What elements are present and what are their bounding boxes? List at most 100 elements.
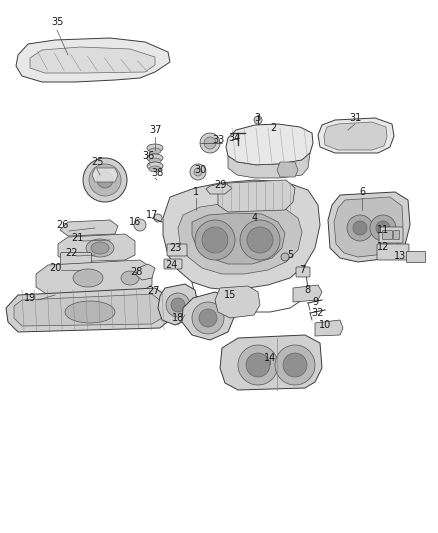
Text: 28: 28 bbox=[130, 267, 142, 277]
Ellipse shape bbox=[149, 166, 161, 172]
Text: 25: 25 bbox=[91, 157, 103, 167]
Circle shape bbox=[166, 293, 190, 317]
Polygon shape bbox=[16, 38, 170, 82]
Text: 18: 18 bbox=[172, 313, 184, 323]
Circle shape bbox=[171, 298, 185, 312]
Text: 24: 24 bbox=[165, 260, 177, 270]
Text: 3: 3 bbox=[254, 113, 260, 123]
Polygon shape bbox=[324, 122, 387, 150]
Polygon shape bbox=[318, 118, 394, 153]
Ellipse shape bbox=[147, 144, 163, 152]
Polygon shape bbox=[226, 124, 313, 165]
Polygon shape bbox=[163, 180, 320, 290]
Polygon shape bbox=[293, 285, 322, 302]
Circle shape bbox=[353, 221, 367, 235]
Circle shape bbox=[192, 302, 224, 334]
Ellipse shape bbox=[73, 269, 103, 287]
Polygon shape bbox=[277, 162, 298, 177]
Text: 15: 15 bbox=[224, 290, 236, 300]
Text: 34: 34 bbox=[228, 133, 240, 143]
Circle shape bbox=[254, 116, 262, 124]
FancyBboxPatch shape bbox=[60, 253, 92, 270]
Text: 26: 26 bbox=[56, 220, 68, 230]
Circle shape bbox=[370, 215, 396, 241]
Polygon shape bbox=[315, 320, 343, 336]
Ellipse shape bbox=[147, 162, 163, 170]
Text: 7: 7 bbox=[299, 265, 305, 275]
Polygon shape bbox=[228, 153, 310, 178]
Ellipse shape bbox=[147, 154, 163, 162]
Polygon shape bbox=[14, 294, 162, 326]
FancyBboxPatch shape bbox=[379, 227, 403, 243]
FancyBboxPatch shape bbox=[377, 244, 409, 260]
Circle shape bbox=[89, 164, 121, 196]
FancyBboxPatch shape bbox=[382, 230, 392, 239]
Text: 20: 20 bbox=[49, 263, 61, 273]
Circle shape bbox=[194, 168, 202, 176]
Circle shape bbox=[376, 221, 390, 235]
Text: 30: 30 bbox=[194, 165, 206, 175]
Text: 35: 35 bbox=[51, 17, 63, 27]
Text: 4: 4 bbox=[252, 213, 258, 223]
Polygon shape bbox=[6, 288, 172, 332]
FancyBboxPatch shape bbox=[164, 259, 182, 269]
Circle shape bbox=[83, 158, 127, 202]
Text: 31: 31 bbox=[349, 113, 361, 123]
Text: 11: 11 bbox=[377, 225, 389, 235]
Text: 33: 33 bbox=[212, 135, 224, 145]
Polygon shape bbox=[192, 213, 285, 264]
Polygon shape bbox=[215, 286, 260, 318]
Circle shape bbox=[154, 214, 162, 222]
FancyBboxPatch shape bbox=[393, 230, 399, 239]
Polygon shape bbox=[136, 264, 155, 280]
Polygon shape bbox=[206, 183, 232, 194]
Circle shape bbox=[190, 164, 206, 180]
Text: 1: 1 bbox=[193, 187, 199, 197]
Polygon shape bbox=[92, 168, 118, 182]
Circle shape bbox=[202, 227, 228, 253]
Text: 9: 9 bbox=[312, 297, 318, 307]
Text: 13: 13 bbox=[394, 251, 406, 261]
Circle shape bbox=[247, 227, 273, 253]
Polygon shape bbox=[220, 335, 322, 390]
Polygon shape bbox=[60, 220, 118, 236]
Text: 17: 17 bbox=[146, 210, 158, 220]
Ellipse shape bbox=[91, 242, 109, 254]
Text: 16: 16 bbox=[129, 217, 141, 227]
Polygon shape bbox=[328, 192, 410, 262]
Circle shape bbox=[204, 137, 216, 149]
Text: 36: 36 bbox=[142, 151, 154, 161]
Ellipse shape bbox=[149, 148, 161, 154]
Circle shape bbox=[199, 309, 217, 327]
Polygon shape bbox=[182, 292, 235, 340]
Circle shape bbox=[347, 215, 373, 241]
Circle shape bbox=[240, 220, 280, 260]
Text: 2: 2 bbox=[270, 123, 276, 133]
FancyBboxPatch shape bbox=[406, 252, 425, 262]
Polygon shape bbox=[334, 197, 403, 257]
Text: 6: 6 bbox=[359, 187, 365, 197]
FancyBboxPatch shape bbox=[167, 244, 187, 256]
Text: 37: 37 bbox=[149, 125, 161, 135]
Circle shape bbox=[134, 219, 146, 231]
Text: 8: 8 bbox=[304, 285, 310, 295]
Circle shape bbox=[195, 220, 235, 260]
Polygon shape bbox=[218, 180, 295, 212]
Polygon shape bbox=[178, 203, 302, 274]
Circle shape bbox=[275, 345, 315, 385]
Text: 27: 27 bbox=[147, 286, 159, 296]
Ellipse shape bbox=[149, 158, 161, 164]
Circle shape bbox=[281, 253, 289, 261]
Circle shape bbox=[246, 353, 270, 377]
Polygon shape bbox=[36, 260, 152, 295]
Text: 12: 12 bbox=[377, 242, 389, 252]
Circle shape bbox=[238, 345, 278, 385]
Text: 21: 21 bbox=[71, 233, 83, 243]
Ellipse shape bbox=[121, 271, 139, 285]
Text: 19: 19 bbox=[24, 293, 36, 303]
Ellipse shape bbox=[65, 301, 115, 323]
Text: 22: 22 bbox=[65, 248, 77, 258]
Text: 10: 10 bbox=[319, 320, 331, 330]
Circle shape bbox=[200, 133, 220, 153]
Text: 38: 38 bbox=[151, 168, 163, 178]
